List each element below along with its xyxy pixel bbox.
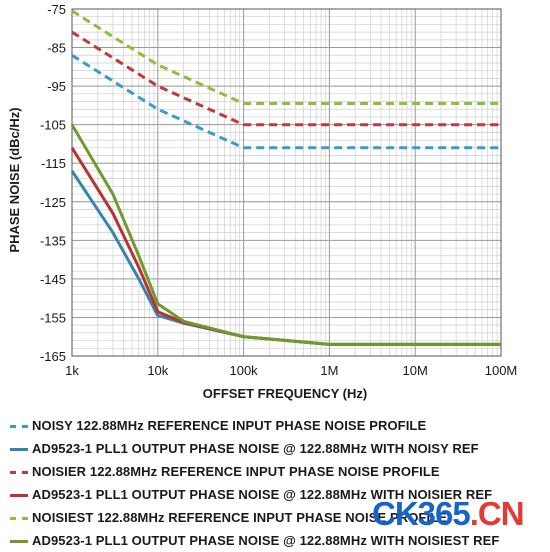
x-tick-label: 10k: [147, 363, 168, 378]
plot-frame: [71, 8, 502, 357]
legend-swatch-dashed-green: [10, 517, 28, 520]
legend-label: NOISIEST 122.88MHz REFERENCE INPUT PHASE…: [32, 510, 447, 525]
legend-label: NOISY 122.88MHz REFERENCE INPUT PHASE NO…: [32, 418, 427, 433]
legend-swatch-solid-red: [10, 494, 28, 497]
y-tick-label: -115: [41, 156, 66, 171]
legend-label: AD9523-1 PLL1 OUTPUT PHASE NOISE @ 122.8…: [32, 487, 493, 502]
series-line-2: [71, 30, 501, 127]
series-line-0: [71, 54, 501, 150]
y-axis-label: PHASE NOISE (dBc/Hz): [7, 107, 22, 252]
watermark-part: .CN: [469, 495, 525, 532]
legend-item: AD9523-1 PLL1 OUTPUT PHASE NOISE @ 122.8…: [8, 529, 548, 552]
y-tick-label: -125: [40, 195, 66, 210]
legend-item: AD9523-1 PLL1 OUTPUT PHASE NOISE @ 122.8…: [8, 483, 548, 506]
y-tick-label: -135: [40, 233, 66, 248]
y-tick-label: -105: [40, 118, 66, 133]
legend-item: NOISY 122.88MHz REFERENCE INPUT PHASE NO…: [8, 414, 548, 437]
x-tick-label: 1k: [65, 363, 79, 378]
watermark-logo: CK365.CN: [372, 495, 525, 532]
x-tick-label: 100k: [229, 363, 258, 378]
series-line-1: [70, 170, 501, 346]
grid-major-lines: [71, 8, 502, 357]
y-tick-label: -145: [40, 272, 66, 287]
y-tick-label: -155: [40, 310, 66, 325]
legend-swatch-solid-blue: [10, 448, 28, 451]
y-tick-label: -85: [47, 41, 66, 56]
legend-swatch-dashed-blue: [10, 425, 28, 428]
legend-item: AD9523-1 PLL1 OUTPUT PHASE NOISE @ 122.8…: [8, 437, 548, 460]
y-tick-label: -75: [47, 2, 66, 17]
series-layer: [70, 9, 501, 346]
y-tick-label: -165: [40, 349, 66, 364]
watermark-part: CK: [372, 495, 419, 532]
x-axis-label: OFFSET FREQUENCY (Hz): [203, 386, 367, 401]
series-line-5: [70, 123, 501, 346]
watermark-part: 365: [417, 495, 471, 532]
y-tick-labels: -75 -85 -95 -105 -115 -125 -135 -145 -155 -165: [40, 2, 66, 364]
x-tick-label: 10M: [403, 363, 428, 378]
x-tick-labels: 1k 10k 100k 1M 10M 100M: [65, 363, 517, 378]
legend: NOISY 122.88MHz REFERENCE INPUT PHASE NO…: [8, 414, 548, 552]
legend-label: AD9523-1 PLL1 OUTPUT PHASE NOISE @ 122.8…: [32, 533, 500, 548]
series-line-4: [71, 9, 501, 105]
legend-label: AD9523-1 PLL1 OUTPUT PHASE NOISE @ 122.8…: [32, 441, 479, 456]
chart-svg: -75 -85 -95 -105 -115 -125 -135 -145 -155 -165 1k…: [7, 2, 517, 401]
legend-swatch-solid-green: [10, 540, 28, 543]
y-tick-label: -95: [47, 79, 66, 94]
legend-label: NOISIER 122.88MHz REFERENCE INPUT PHASE …: [32, 464, 440, 479]
legend-item: NOISIER 122.88MHz REFERENCE INPUT PHASE …: [8, 460, 548, 483]
x-tick-label: 1M: [320, 363, 338, 378]
legend-swatch-dashed-red: [10, 471, 28, 474]
legend-item: NOISIEST 122.88MHz REFERENCE INPUT PHASE…: [8, 506, 548, 529]
grid-minor-lines: [72, 8, 501, 357]
x-tick-label: 100M: [485, 363, 518, 378]
